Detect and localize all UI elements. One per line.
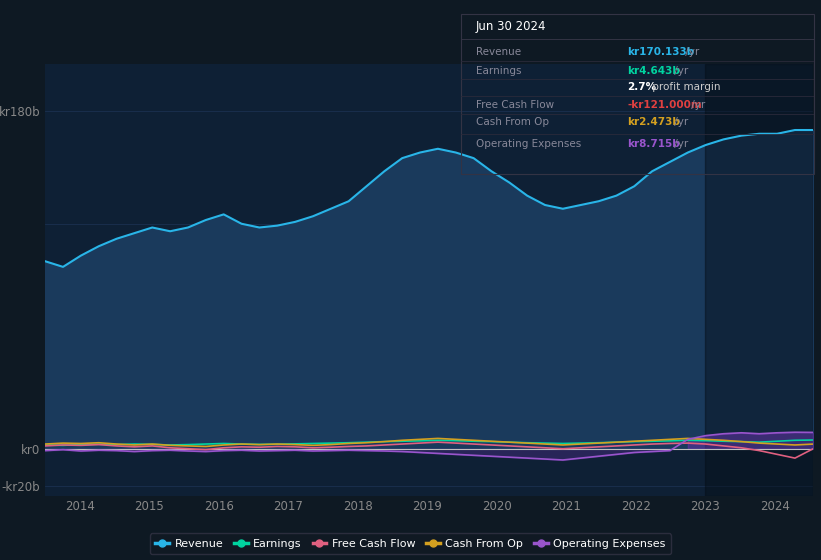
Text: -kr121.000m: -kr121.000m xyxy=(627,100,702,110)
Text: profit margin: profit margin xyxy=(649,82,721,92)
Text: kr8.715b: kr8.715b xyxy=(627,139,680,149)
Text: kr4.643b: kr4.643b xyxy=(627,66,681,76)
Text: Cash From Op: Cash From Op xyxy=(475,116,548,127)
Text: Jun 30 2024: Jun 30 2024 xyxy=(475,20,546,33)
Text: kr2.473b: kr2.473b xyxy=(627,116,681,127)
Text: kr170.133b: kr170.133b xyxy=(627,47,695,57)
Text: /yr: /yr xyxy=(671,139,688,149)
Bar xyxy=(705,64,813,496)
Text: /yr: /yr xyxy=(687,100,704,110)
Text: Free Cash Flow: Free Cash Flow xyxy=(475,100,553,110)
Text: /yr: /yr xyxy=(671,116,688,127)
Text: Earnings: Earnings xyxy=(475,66,521,76)
Text: /yr: /yr xyxy=(671,66,688,76)
Legend: Revenue, Earnings, Free Cash Flow, Cash From Op, Operating Expenses: Revenue, Earnings, Free Cash Flow, Cash … xyxy=(150,533,671,554)
Text: 2.7%: 2.7% xyxy=(627,82,657,92)
Text: Operating Expenses: Operating Expenses xyxy=(475,139,580,149)
Text: Revenue: Revenue xyxy=(475,47,521,57)
Text: /yr: /yr xyxy=(682,47,699,57)
